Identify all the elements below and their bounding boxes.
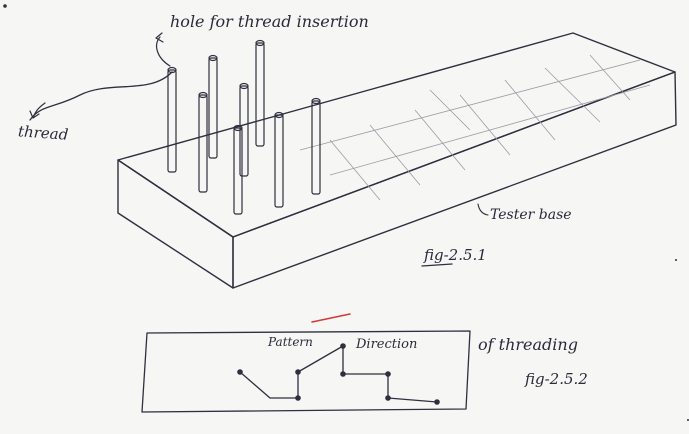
threading-path [237,343,440,405]
base-right-face [232,71,677,289]
thread-arrow [29,102,46,119]
thread-hole-dot [340,371,346,377]
pattern-label: Pattern [268,335,313,349]
base-grid-lines [299,54,651,201]
peg [311,97,321,195]
base-pointer [477,203,489,216]
peg [167,66,177,173]
base-front-face [117,159,234,289]
peg [233,124,243,215]
peg [255,39,265,147]
hole-pointer [155,32,171,67]
pattern-box [141,330,471,413]
thread-curve [29,71,173,121]
of-threading-label: of threading [478,335,578,354]
red-accent-mark [311,313,351,323]
peg [274,111,284,208]
figure-caption-1: fig-2.5.1 [424,246,487,264]
thread-label: thread [17,122,69,144]
figure-caption-2: fig-2.5.2 [525,370,588,388]
thread-hole-dot [340,343,346,349]
thread-hole-dot [385,371,391,377]
stray-dot [675,259,677,261]
direction-label: Direction [356,337,418,352]
thread-hole-dot [295,369,301,375]
thread-pegs [167,39,321,215]
peg [198,91,208,193]
peg [239,82,249,177]
stray-dot [3,4,7,8]
thread-hole-dot [385,395,391,401]
peg [208,54,218,159]
thread-hole-dot [434,399,440,405]
thread-hole-dot [237,369,243,375]
tester-base-block [117,32,677,289]
caption-underline [421,263,453,267]
base-top-face [117,32,676,238]
thread-hole-dot [295,395,301,401]
hole-label: hole for thread insertion [170,12,369,31]
tester-base-label: Tester base [490,207,572,223]
